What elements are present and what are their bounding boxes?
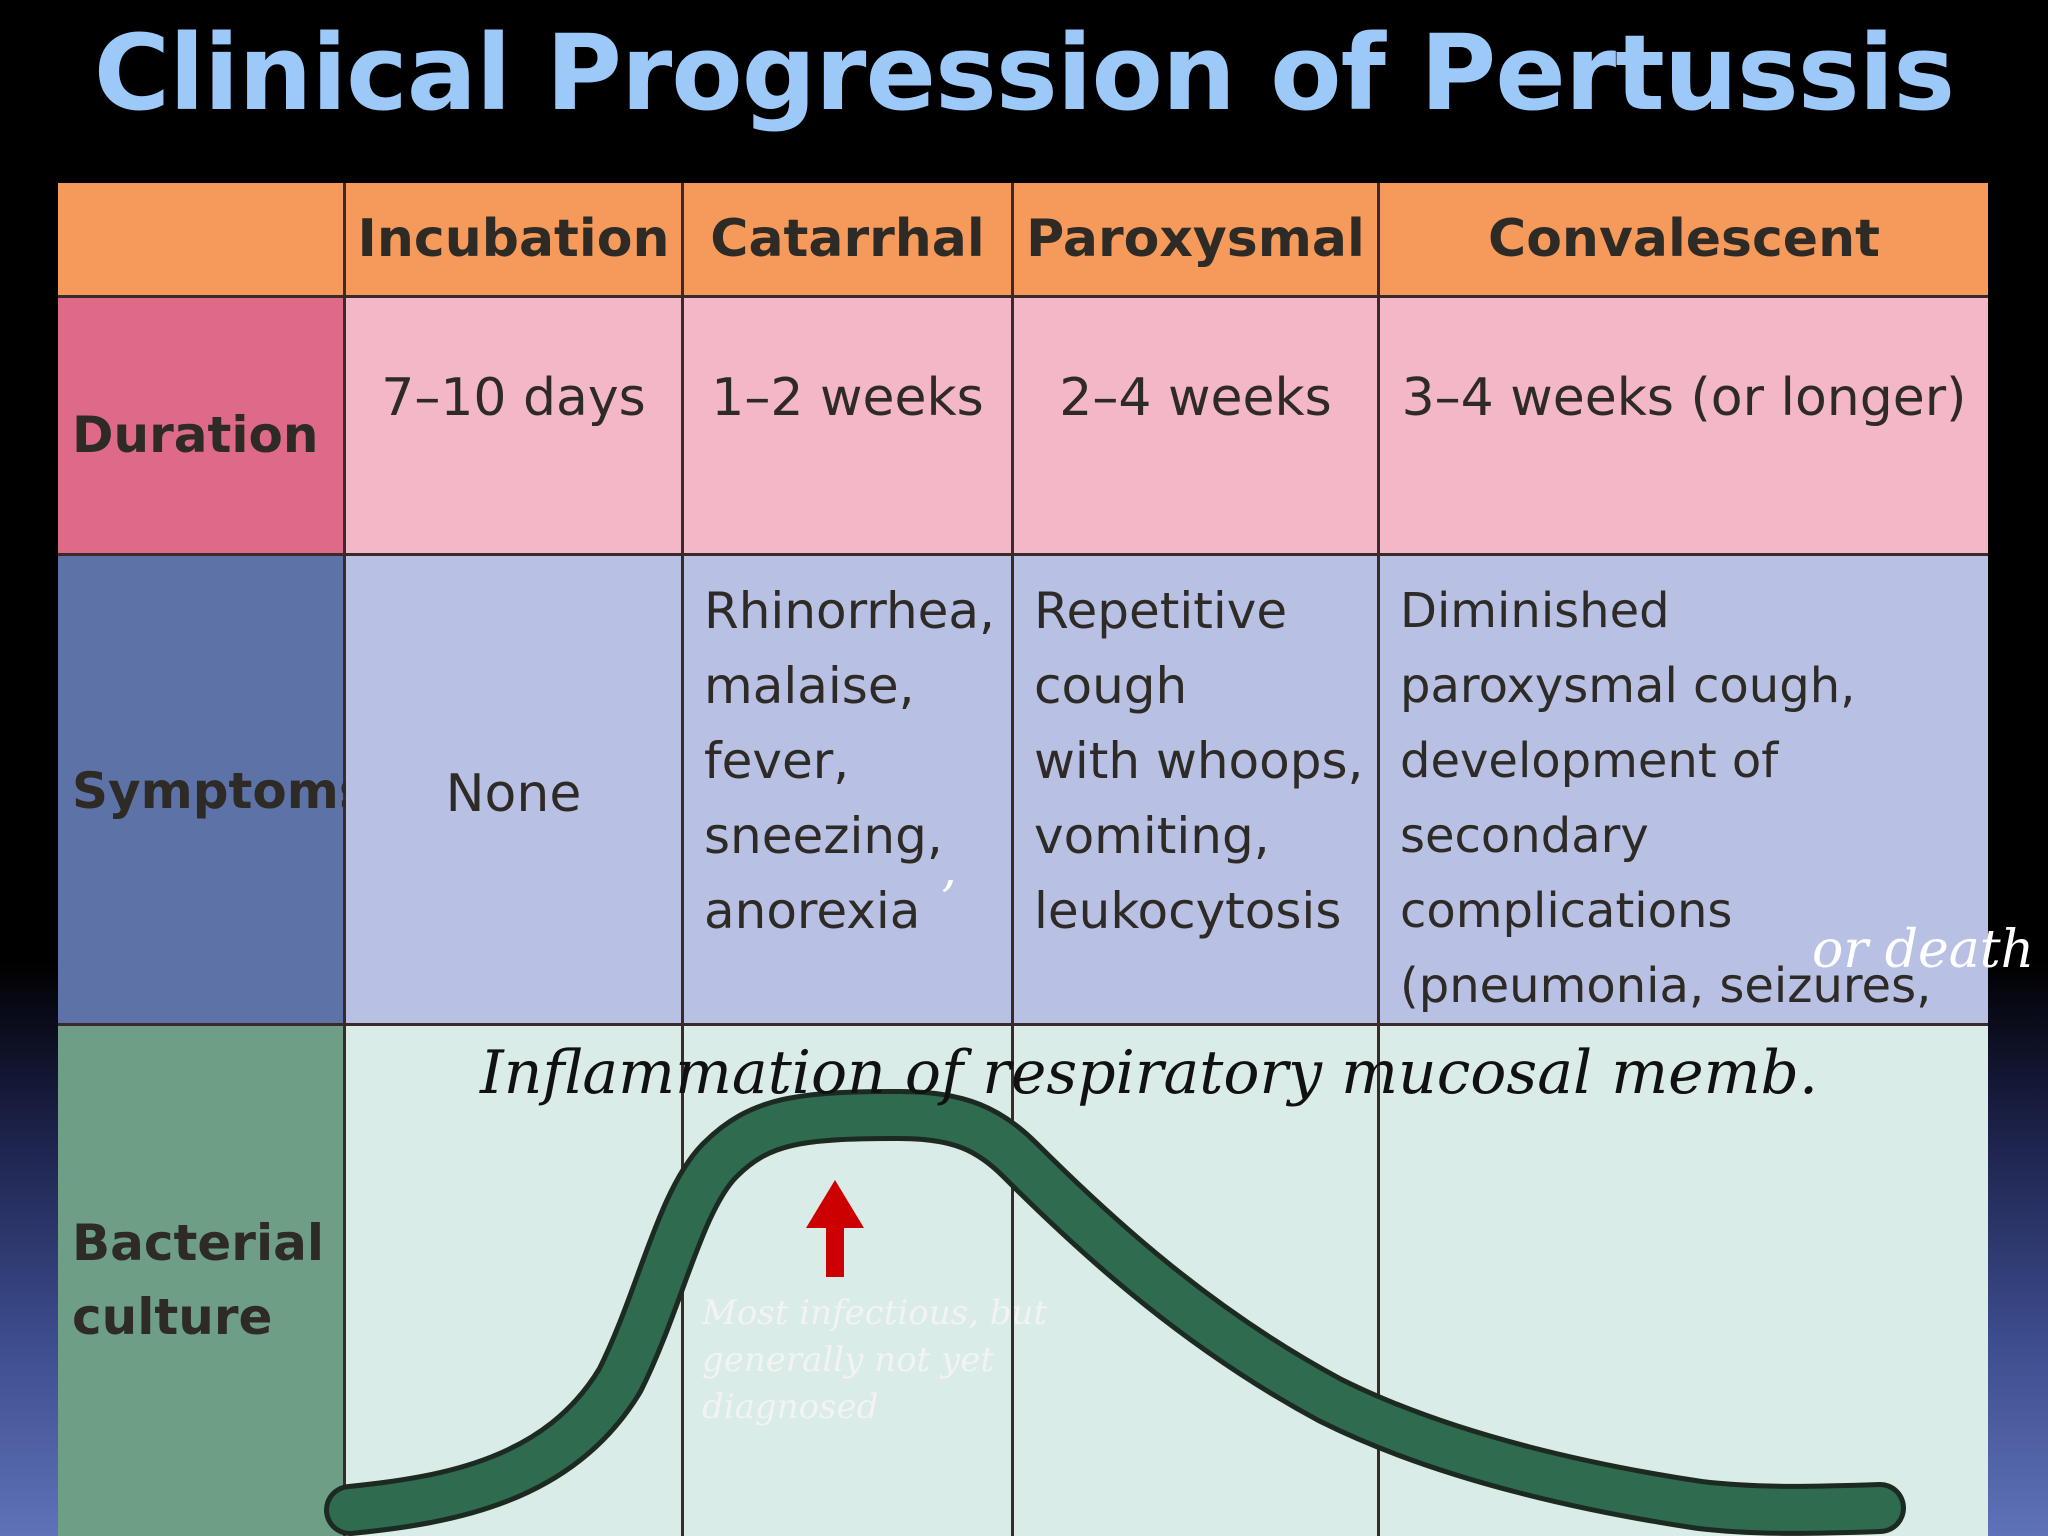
culture-label: Bacterial culture xyxy=(72,1214,324,1346)
inflammation-note: Inflammation of respiratory mucosal memb… xyxy=(480,1038,1819,1108)
header-incubation: Incubation xyxy=(346,183,684,298)
apostrophe-mark: ’ xyxy=(940,870,956,928)
symptoms-convalescent: Diminished paroxysmal cough, development… xyxy=(1380,556,1988,1089)
culture-paroxysmal xyxy=(1014,1026,1380,1536)
up-arrow-icon xyxy=(806,1180,864,1277)
duration-value: 7–10 days xyxy=(381,368,646,428)
symptoms-value: Repetitive cough with whoops, vomiting, … xyxy=(1034,582,1364,940)
stage-label: Incubation xyxy=(357,209,670,269)
duration-label-cell: Duration xyxy=(58,298,346,556)
header-catarrhal: Catarrhal xyxy=(684,183,1014,298)
duration-paroxysmal: 2–4 weeks xyxy=(1014,298,1380,556)
symptoms-label: Symptoms xyxy=(72,762,369,820)
stage-label: Convalescent xyxy=(1488,209,1880,269)
duration-catarrhal: 1–2 weeks xyxy=(684,298,1014,556)
duration-value: 3–4 weeks (or longer) xyxy=(1401,368,1967,428)
duration-incubation: 7–10 days xyxy=(346,298,684,556)
pertussis-table: Incubation Catarrhal Paroxysmal Convales… xyxy=(58,183,1988,1536)
or-death-note: or death xyxy=(1812,920,2035,980)
stage-label: Catarrhal xyxy=(710,209,985,269)
culture-curve-fill xyxy=(329,1093,1901,1531)
symptoms-catarrhal: Rhinorrhea, malaise, fever, sneezing, an… xyxy=(684,556,1014,1026)
culture-label-cell: Bacterial culture xyxy=(58,1026,346,1536)
symptoms-value: Rhinorrhea, malaise, fever, sneezing, an… xyxy=(704,582,995,940)
slide-title: Clinical Progression of Pertussis xyxy=(93,12,1955,134)
symptoms-value: None xyxy=(445,764,582,824)
header-paroxysmal: Paroxysmal xyxy=(1014,183,1380,298)
symptoms-label-cell: Symptoms xyxy=(58,556,369,1026)
symptoms-paroxysmal: Repetitive cough with whoops, vomiting, … xyxy=(1014,556,1380,1026)
duration-convalescent: 3–4 weeks (or longer) xyxy=(1380,298,1988,556)
duration-value: 1–2 weeks xyxy=(711,368,984,428)
header-corner xyxy=(58,183,346,298)
header-convalescent: Convalescent xyxy=(1380,183,1988,298)
symptoms-value: Diminished paroxysmal cough, development… xyxy=(1400,583,1932,1089)
most-infectious-note: Most infectious, but generally not yet d… xyxy=(702,1293,1048,1427)
stage-label: Paroxysmal xyxy=(1026,209,1365,269)
symptoms-incubation: None xyxy=(346,556,684,1026)
duration-value: 2–4 weeks xyxy=(1059,368,1332,428)
duration-label: Duration xyxy=(72,406,319,464)
